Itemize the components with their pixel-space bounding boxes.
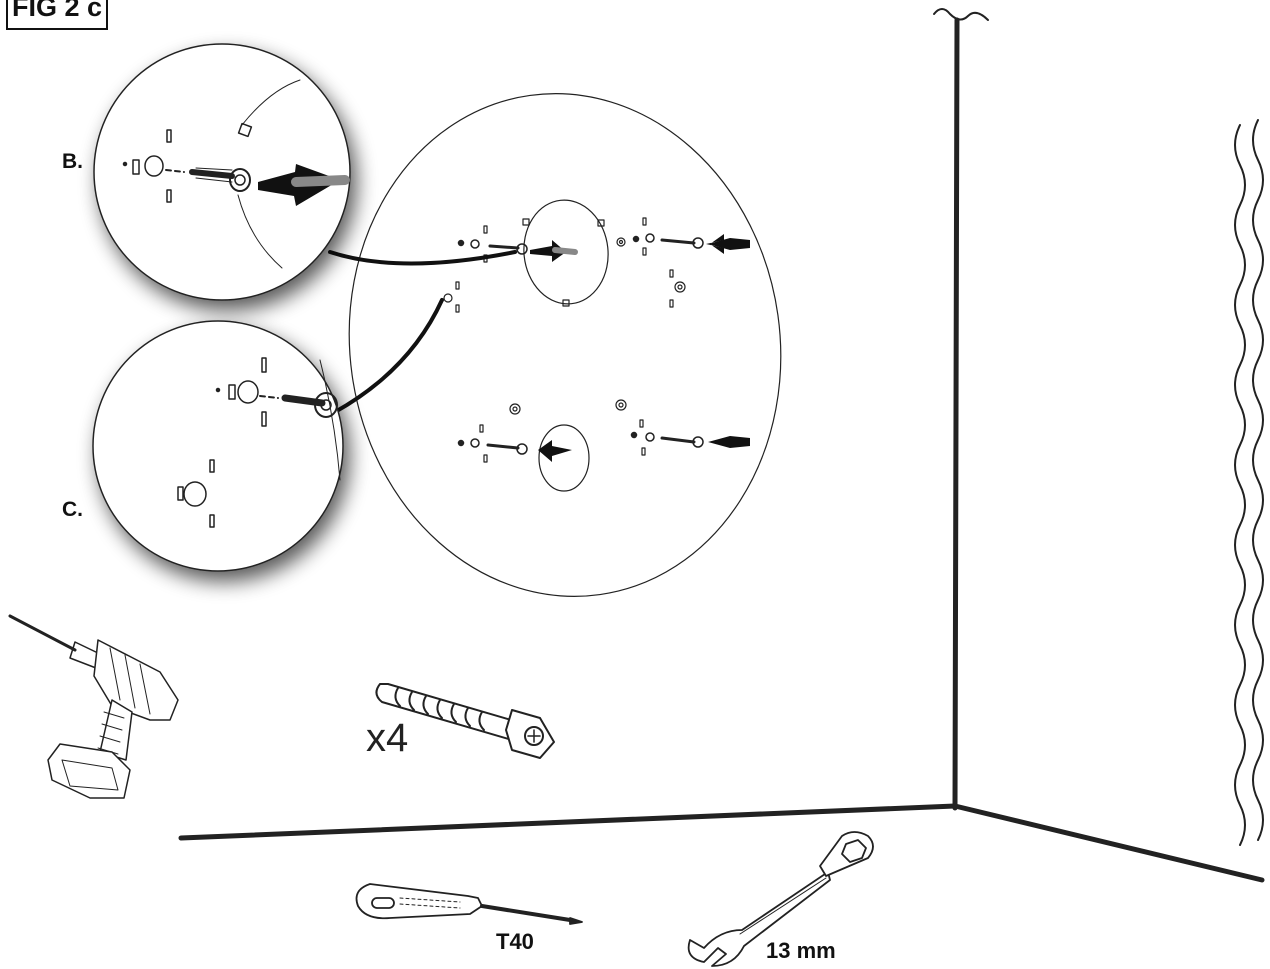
callout-c-detail (177, 357, 341, 528)
callout-label-b: B. (62, 150, 83, 173)
mounting-plate (348, 93, 782, 597)
wrench-icon (687, 831, 874, 967)
screwdriver-icon (355, 883, 583, 925)
callout-c-magnifier (92, 320, 344, 572)
screw-icon (375, 683, 555, 759)
screwdriver-label: T40 (496, 929, 534, 954)
room-corner (178, 8, 1265, 883)
drill-icon (8, 614, 179, 799)
figure-label: FIG 2 c (6, 0, 109, 30)
wrench-label: 13 mm (766, 938, 836, 963)
callout-leaders (328, 250, 517, 414)
screw-quantity: x4 (366, 716, 409, 760)
callout-label-c: C. (62, 498, 83, 521)
plate-holes (443, 217, 686, 463)
callout-b-detail (122, 79, 350, 269)
plate-screws (457, 233, 750, 462)
